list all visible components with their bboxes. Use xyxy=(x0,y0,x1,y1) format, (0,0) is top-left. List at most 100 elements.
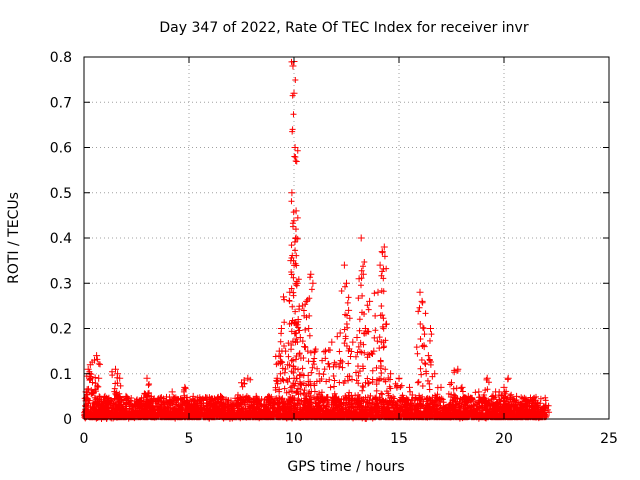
data-point xyxy=(358,309,365,316)
data-point xyxy=(99,401,106,408)
data-point xyxy=(278,330,285,337)
data-point xyxy=(284,378,291,385)
data-point xyxy=(458,383,466,391)
data-point xyxy=(508,391,515,398)
data-point xyxy=(215,393,222,400)
data-point xyxy=(146,405,153,412)
data-point xyxy=(314,365,321,372)
data-point xyxy=(342,333,349,340)
data-point xyxy=(296,371,303,378)
data-point xyxy=(330,363,337,370)
data-point xyxy=(336,363,343,370)
data-point xyxy=(383,265,390,272)
data-point xyxy=(423,370,430,377)
data-point xyxy=(340,408,347,415)
data-point xyxy=(301,391,308,398)
data-point xyxy=(313,378,320,385)
data-point xyxy=(316,378,323,385)
data-point xyxy=(311,349,318,356)
data-point xyxy=(311,361,318,368)
data-point xyxy=(83,391,90,398)
data-point xyxy=(415,308,422,315)
data-point xyxy=(295,366,302,373)
data-point xyxy=(346,409,353,416)
data-point xyxy=(545,402,552,409)
data-point xyxy=(89,390,96,397)
data-point xyxy=(508,408,515,415)
data-point xyxy=(284,401,291,408)
data-point xyxy=(130,411,137,418)
data-point xyxy=(497,398,504,405)
data-point xyxy=(93,412,100,419)
data-point xyxy=(414,379,421,386)
data-point xyxy=(325,346,332,353)
x-tick-label: 25 xyxy=(600,431,618,447)
data-point xyxy=(447,414,454,421)
y-tick-label: 0.3 xyxy=(50,276,72,292)
data-point xyxy=(86,377,93,384)
x-tick-label: 15 xyxy=(390,431,408,447)
data-point xyxy=(437,398,444,405)
data-point xyxy=(374,338,381,345)
data-point xyxy=(389,402,396,409)
data-point xyxy=(356,316,363,323)
data-point xyxy=(243,393,250,400)
data-point xyxy=(321,366,328,373)
data-point xyxy=(360,263,367,270)
data-point xyxy=(305,372,312,379)
data-point xyxy=(308,403,315,410)
data-point xyxy=(146,380,153,387)
data-point xyxy=(170,393,177,400)
data-point xyxy=(335,395,342,402)
y-tick-label: 0.7 xyxy=(50,95,72,111)
data-point xyxy=(339,364,346,371)
data-point xyxy=(326,376,333,383)
data-point xyxy=(181,392,188,399)
data-point xyxy=(504,376,511,383)
data-point xyxy=(366,297,374,305)
data-point xyxy=(116,374,124,382)
data-point xyxy=(334,410,341,417)
data-point xyxy=(385,400,392,407)
data-point xyxy=(360,341,367,348)
data-point xyxy=(122,394,129,401)
data-point xyxy=(428,331,435,338)
data-point xyxy=(447,381,454,388)
data-point xyxy=(416,288,424,296)
data-point xyxy=(337,357,344,364)
data-point xyxy=(510,410,516,417)
data-point xyxy=(307,274,314,281)
data-point xyxy=(299,365,306,372)
data-point xyxy=(359,363,366,370)
data-point xyxy=(380,243,388,251)
data-point xyxy=(311,355,318,362)
data-point xyxy=(151,395,158,402)
data-point xyxy=(369,367,376,374)
data-point xyxy=(126,403,133,410)
data-point xyxy=(289,303,296,310)
data-point xyxy=(359,270,367,278)
data-point xyxy=(364,375,371,382)
data-point xyxy=(373,403,380,410)
data-point xyxy=(503,407,510,414)
data-point xyxy=(448,379,455,387)
data-point xyxy=(282,347,290,355)
data-point xyxy=(498,408,505,415)
data-point xyxy=(414,350,421,357)
data-point xyxy=(353,334,361,342)
data-point xyxy=(472,389,479,396)
data-point xyxy=(347,353,354,360)
data-point xyxy=(369,351,376,358)
data-point xyxy=(483,407,490,414)
data-point xyxy=(448,403,455,410)
data-point xyxy=(296,378,303,385)
data-point xyxy=(94,356,101,363)
data-point xyxy=(160,412,167,419)
data-point xyxy=(346,389,353,396)
data-point xyxy=(297,381,304,388)
data-point xyxy=(377,375,384,382)
data-point xyxy=(359,292,366,299)
data-point xyxy=(387,385,394,392)
data-point xyxy=(282,365,289,372)
data-point xyxy=(376,397,383,404)
